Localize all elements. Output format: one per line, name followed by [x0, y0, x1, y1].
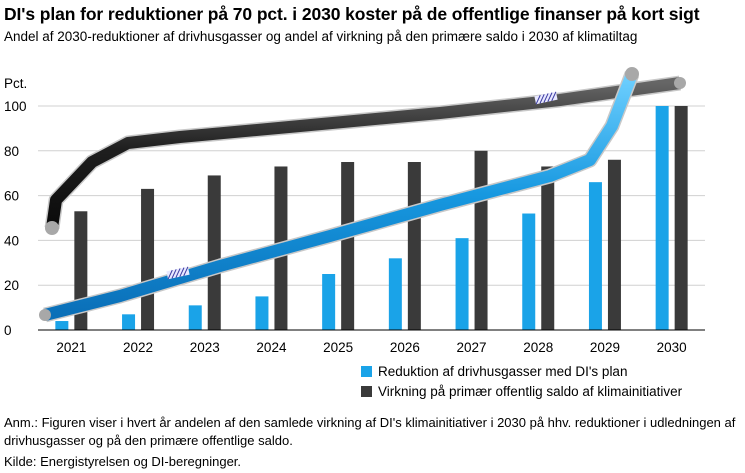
- ribbon-balance: [46, 77, 681, 229]
- ribbon-cap: [674, 77, 686, 89]
- y-tick-label: 60: [4, 189, 19, 204]
- ribbon-marker-stripe: [175, 268, 181, 278]
- ribbon-marker-stripe: [179, 267, 185, 277]
- y-axis-label: Pct.: [4, 76, 27, 91]
- ribbon-cap: [625, 67, 639, 81]
- bar: [141, 188, 155, 330]
- x-tick-label: 2027: [457, 340, 487, 355]
- bar: [607, 159, 621, 330]
- bar: [322, 274, 336, 330]
- legend-label-reduction: Reduktion af drivhusgasser med DI's plan: [378, 364, 628, 379]
- x-tick-label: 2025: [323, 340, 353, 355]
- chart-source: Kilde: Energistyrelsen og DI-beregninger…: [4, 454, 242, 469]
- legend-item-reduction: Reduktion af drivhusgasser med DI's plan: [361, 364, 627, 379]
- bar: [207, 175, 221, 330]
- bar: [674, 106, 688, 330]
- bar: [255, 296, 269, 330]
- x-tick-label: 2021: [56, 340, 86, 355]
- x-tick-label: 2030: [657, 340, 687, 355]
- chart-note: Anm.: Figuren viser i hvert år andelen a…: [4, 415, 736, 448]
- ribbon-cap: [39, 309, 51, 321]
- ribbon-marker-stripe: [167, 269, 173, 280]
- y-tick-label: 20: [4, 278, 19, 293]
- x-tick-label: 2028: [523, 340, 553, 355]
- bar: [655, 106, 669, 330]
- bar: [188, 305, 202, 330]
- legend-swatch-balance: [361, 386, 372, 397]
- x-tick-label: 2023: [190, 340, 220, 355]
- bar: [341, 162, 355, 330]
- ribbon-cap: [45, 221, 59, 235]
- bar: [588, 182, 602, 330]
- ribbon-marker-stripe: [535, 94, 541, 105]
- y-tick-label: 100: [4, 99, 27, 114]
- legend-item-balance: Virkning på primær offentlig saldo af kl…: [361, 384, 682, 399]
- y-tick-label: 80: [4, 144, 19, 159]
- x-tick-label: 2029: [590, 340, 620, 355]
- ribbon-marker-stripe: [551, 91, 557, 102]
- bar: [407, 162, 421, 330]
- x-tick-label: 2024: [256, 340, 287, 355]
- bar: [455, 238, 469, 330]
- bar: [55, 321, 69, 330]
- bar: [388, 258, 402, 330]
- bar: [122, 314, 136, 330]
- y-tick-label: 40: [4, 233, 19, 248]
- bar: [541, 166, 555, 330]
- ribbon-marker-stripe: [543, 93, 549, 103]
- x-tick-label: 2022: [123, 340, 153, 355]
- ribbon-marker-stripe: [539, 94, 545, 104]
- legend-swatch-reduction: [361, 366, 372, 377]
- bar: [522, 213, 536, 330]
- bar: [474, 150, 488, 330]
- ribbon-marker-stripe: [183, 266, 189, 277]
- legend-label-balance: Virkning på primær offentlig saldo af kl…: [378, 384, 683, 399]
- ribbon-marker-stripe: [547, 92, 553, 102]
- chart-subtitle: Andel af 2030-reduktioner af drivhusgass…: [4, 29, 638, 44]
- ribbon-reduction: [43, 71, 638, 321]
- ribbon-marker-stripe: [171, 269, 177, 279]
- chart-title: DI's plan for reduktioner på 70 pct. i 2…: [4, 4, 700, 24]
- y-tick-label: 0: [4, 323, 12, 338]
- x-tick-label: 2026: [390, 340, 420, 355]
